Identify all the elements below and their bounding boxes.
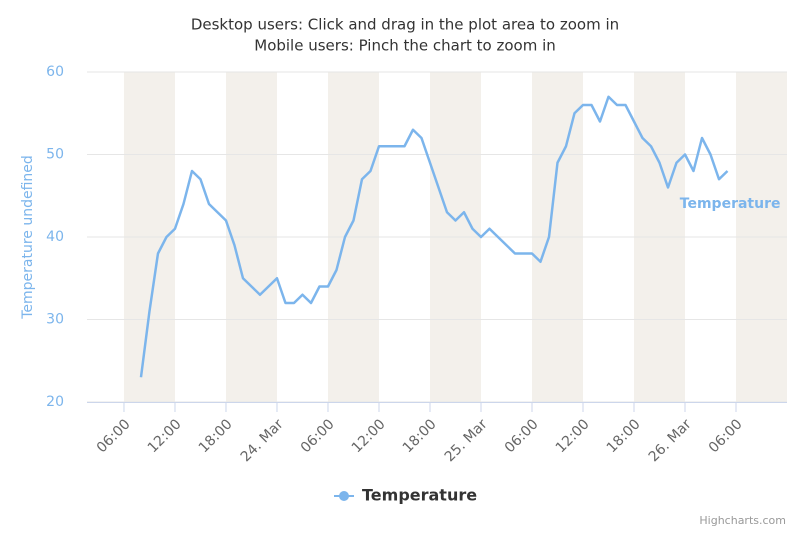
series-line xyxy=(139,95,729,378)
chart-title: Desktop users: Click and drag in the plo… xyxy=(191,16,619,34)
x-tick-label: 12:00 xyxy=(145,416,185,456)
x-tick-label: 12:00 xyxy=(349,416,389,456)
x-tick-label: 24. Mar xyxy=(238,416,287,465)
x-tick-label: 06:00 xyxy=(94,416,134,456)
legend-item[interactable]: Temperature xyxy=(362,486,477,505)
y-axis-title: Temperature undefined xyxy=(20,155,36,320)
x-tick-label: 18:00 xyxy=(400,416,440,456)
x-tick-label: 18:00 xyxy=(196,416,236,456)
y-tick-label: 60 xyxy=(46,64,64,80)
y-tick-label: 50 xyxy=(46,147,64,163)
x-tick-label: 26. Mar xyxy=(646,416,695,465)
y-tick-label: 20 xyxy=(46,394,64,410)
x-tick-label: 25. Mar xyxy=(442,416,491,465)
series-label: Temperature xyxy=(680,196,781,212)
x-tick-label: 06:00 xyxy=(706,416,746,456)
y-tick-label: 40 xyxy=(46,229,64,245)
chart-title: Mobile users: Pinch the chart to zoom in xyxy=(254,37,556,55)
y-tick-label: 30 xyxy=(46,312,64,328)
x-tick-label: 06:00 xyxy=(298,416,338,456)
x-tick-label: 06:00 xyxy=(502,416,542,456)
credits[interactable]: Highcharts.com xyxy=(699,514,786,527)
x-tick-label: 12:00 xyxy=(553,416,593,456)
legend-marker xyxy=(339,491,349,501)
x-tick-label: 18:00 xyxy=(604,416,644,456)
